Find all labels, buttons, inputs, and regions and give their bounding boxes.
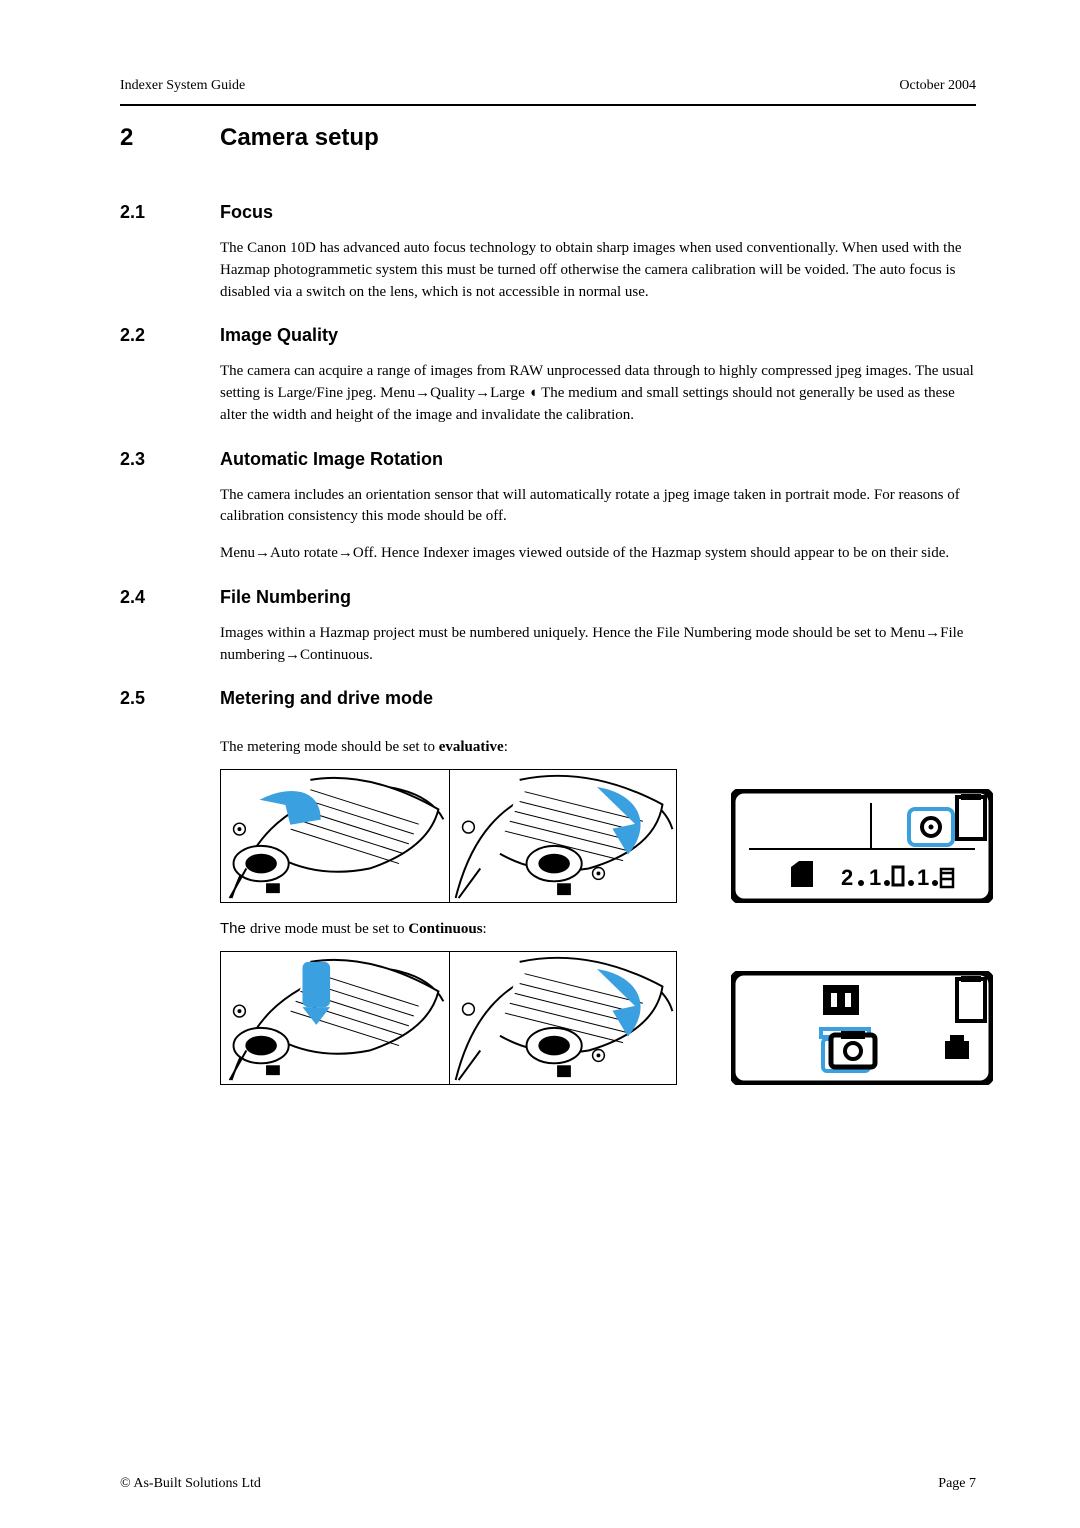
subsection-title: Focus <box>220 202 273 223</box>
subsection-number: 2.5 <box>120 688 220 709</box>
subsection-heading: 2.4 File Numbering <box>120 587 976 608</box>
section-heading: 2 Camera setup <box>120 124 976 152</box>
image-row-metering: 2 1 1 <box>220 769 976 903</box>
subsection-heading: 2.2 Image Quality <box>120 325 976 346</box>
lcd-continuous-icon <box>731 971 993 1085</box>
subsection-heading: 2.1 Focus <box>120 202 976 223</box>
horizontal-rule <box>120 104 976 106</box>
image-row-drive <box>220 951 976 1085</box>
lcd-evaluative-icon: 2 1 1 <box>731 789 993 903</box>
subsection-title: File Numbering <box>220 587 351 608</box>
caption-bold: Continuous <box>408 921 482 937</box>
drive-caption: The drive mode must be set to Continuous… <box>220 918 976 941</box>
caption-bold: evaluative <box>439 739 504 755</box>
paragraph: The camera includes an orientation senso… <box>220 485 976 529</box>
svg-text:1: 1 <box>869 865 881 890</box>
camera-dial-illustration <box>220 951 450 1085</box>
subsection-number: 2.4 <box>120 587 220 608</box>
caption-text: : <box>483 921 487 937</box>
subsection-heading: 2.3 Automatic Image Rotation <box>120 449 976 470</box>
metering-caption: The metering mode should be set to evalu… <box>220 737 976 759</box>
paragraph: Menu→Auto rotate→Off. Hence Indexer imag… <box>220 543 976 565</box>
svg-text:2: 2 <box>841 865 853 890</box>
subsection-title: Metering and drive mode <box>220 688 433 709</box>
subsection-number: 2.1 <box>120 202 220 223</box>
svg-text:1: 1 <box>917 865 929 890</box>
header-right: October 2004 <box>899 78 976 94</box>
caption-text: : <box>504 739 508 755</box>
subsection-number: 2.3 <box>120 449 220 470</box>
camera-dial-illustration <box>450 769 677 903</box>
paragraph: The camera can acquire a range of images… <box>220 361 976 426</box>
subsection-title: Automatic Image Rotation <box>220 449 443 470</box>
footer-left: © As-Built Solutions Ltd <box>120 1476 261 1492</box>
caption-text: The <box>220 920 250 937</box>
header-left: Indexer System Guide <box>120 78 245 94</box>
paragraph: The Canon 10D has advanced auto focus te… <box>220 238 976 303</box>
footer-right: Page 7 <box>938 1476 976 1492</box>
subsection-title: Image Quality <box>220 325 338 346</box>
camera-dial-illustration <box>220 769 450 903</box>
caption-text: The metering mode should be set to <box>220 739 439 755</box>
section-number: 2 <box>120 124 220 152</box>
subsection-heading: 2.5 Metering and drive mode <box>120 688 976 709</box>
caption-text: drive mode must be set to <box>250 921 408 937</box>
subsection-number: 2.2 <box>120 325 220 346</box>
section-title: Camera setup <box>220 124 379 152</box>
camera-dial-illustration <box>450 951 677 1085</box>
paragraph: Images within a Hazmap project must be n… <box>220 623 976 667</box>
